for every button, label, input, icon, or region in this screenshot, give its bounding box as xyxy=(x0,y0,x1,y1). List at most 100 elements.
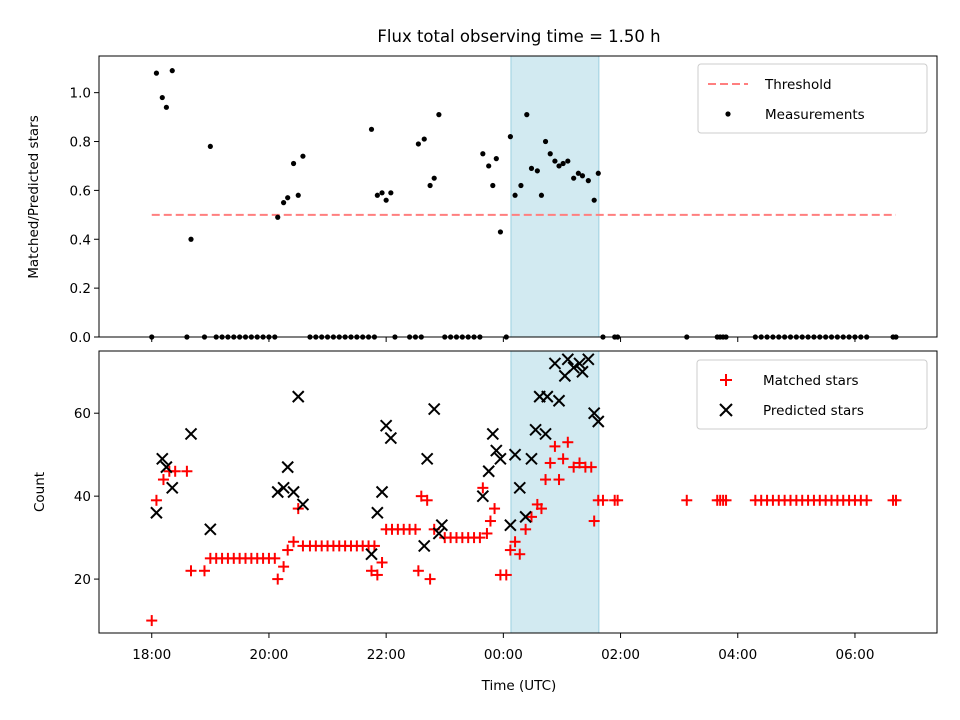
matched-point xyxy=(588,515,600,527)
predicted-point xyxy=(292,390,305,403)
predicted-point xyxy=(494,452,507,466)
measurement-point xyxy=(493,156,499,162)
measurement-point xyxy=(497,229,504,235)
matched-point xyxy=(549,440,561,452)
bottom-legend: Matched stars Predicted stars xyxy=(696,359,928,430)
matched-point xyxy=(368,540,380,552)
measurement-point xyxy=(547,151,553,157)
x-tick-label: 00:00 xyxy=(484,647,523,663)
matched-point xyxy=(146,615,158,627)
measurement-point xyxy=(374,192,380,198)
predicted-point xyxy=(281,460,294,474)
predicted-point xyxy=(519,510,532,524)
predicted-point xyxy=(166,481,179,495)
y-tick-label: 0.6 xyxy=(70,183,91,199)
predicted-point xyxy=(552,394,566,407)
measurement-point xyxy=(538,192,545,198)
matched-point xyxy=(553,474,565,486)
measurement-point xyxy=(431,175,437,181)
predicted-point xyxy=(561,353,575,366)
x-tick-label: 20:00 xyxy=(249,647,288,663)
measurement-point xyxy=(275,214,281,220)
bottom-y-ticks: 20 40 60 xyxy=(74,406,99,588)
measurement-point xyxy=(507,134,513,140)
measurement-point xyxy=(591,197,597,203)
matched-point xyxy=(278,561,290,573)
predicted-point xyxy=(529,423,542,437)
measurement-point xyxy=(388,190,394,196)
measurement-point xyxy=(595,170,601,176)
x-axis-label: Time (UTC) xyxy=(481,678,557,694)
measurement-point xyxy=(490,182,496,189)
measurement-point xyxy=(421,136,427,142)
matched-point xyxy=(185,565,197,577)
observing-span-top xyxy=(510,55,600,338)
predicted-point xyxy=(271,485,284,499)
matched-point xyxy=(720,494,732,506)
predicted-point xyxy=(513,481,526,495)
measurement-point xyxy=(368,126,375,132)
measurement-point xyxy=(415,141,421,147)
bottom-panel: 20 40 60 18:00 20:00 22:00 00:00 02:00 04:00 06:… xyxy=(32,350,938,694)
matched-point xyxy=(540,474,552,486)
matched-point xyxy=(574,457,586,469)
bottom-legend-box xyxy=(696,359,928,430)
predicted-point xyxy=(435,518,449,532)
measurement-point xyxy=(575,170,581,176)
measurement-point xyxy=(379,190,385,196)
measurement-point xyxy=(163,104,169,110)
bottom-x-ticks: 18:00 20:00 22:00 00:00 02:00 04:00 06:00 xyxy=(132,633,874,663)
predicted-point xyxy=(573,357,586,370)
x-tick-label: 06:00 xyxy=(836,647,875,663)
measurements-legend-swatch xyxy=(725,111,731,117)
matched-point xyxy=(484,515,496,527)
predicted-point xyxy=(539,427,552,441)
predicted-point xyxy=(548,357,562,370)
matched-point xyxy=(544,457,556,469)
y-tick-label: 0.2 xyxy=(70,281,91,297)
legend-matched-label: Matched stars xyxy=(763,373,859,389)
predicted-point xyxy=(150,506,163,519)
matched-point xyxy=(489,503,501,515)
predicted-point xyxy=(156,452,169,466)
top-legend: Threshold Measurements xyxy=(697,63,928,134)
top-y-axis-label: Matched/Predicted stars xyxy=(26,115,42,278)
measurement-point xyxy=(159,94,165,101)
measurement-point xyxy=(556,163,562,169)
y-tick-label: 0.8 xyxy=(70,135,91,151)
matched-point xyxy=(288,536,300,548)
matched-point xyxy=(681,494,693,506)
predicted-legend-swatch xyxy=(719,403,733,417)
matched-point xyxy=(597,494,609,506)
legend-measurements-label: Measurements xyxy=(765,107,865,123)
bottom-plot-frame xyxy=(98,350,938,634)
predicted-point xyxy=(476,489,490,503)
matched-point xyxy=(365,565,377,577)
y-tick-label: 0.0 xyxy=(70,330,91,346)
predicted-point xyxy=(490,444,503,457)
measurement-point xyxy=(207,143,213,150)
top-plot-frame xyxy=(98,55,938,338)
matched-point xyxy=(477,482,489,494)
measurement-point xyxy=(280,200,287,206)
matched-point xyxy=(269,552,281,564)
measurement-point xyxy=(542,138,549,145)
matched-point xyxy=(181,465,193,477)
measurement-point xyxy=(295,192,301,198)
predicted-point xyxy=(592,415,605,428)
predicted-point xyxy=(277,481,290,495)
predicted-point xyxy=(160,460,173,474)
matched-point xyxy=(562,436,574,448)
predicted-point xyxy=(576,365,589,378)
predicted-point xyxy=(482,465,495,478)
matched-point xyxy=(504,544,516,556)
y-tick-label: 20 xyxy=(74,572,91,588)
matched-point xyxy=(412,565,424,577)
top-x-ticks xyxy=(151,337,856,342)
measurement-point xyxy=(528,165,535,171)
legend-predicted-label: Predicted stars xyxy=(763,403,864,419)
matched-point xyxy=(282,544,294,556)
x-tick-label: 02:00 xyxy=(601,647,640,663)
matched-point xyxy=(585,461,597,473)
